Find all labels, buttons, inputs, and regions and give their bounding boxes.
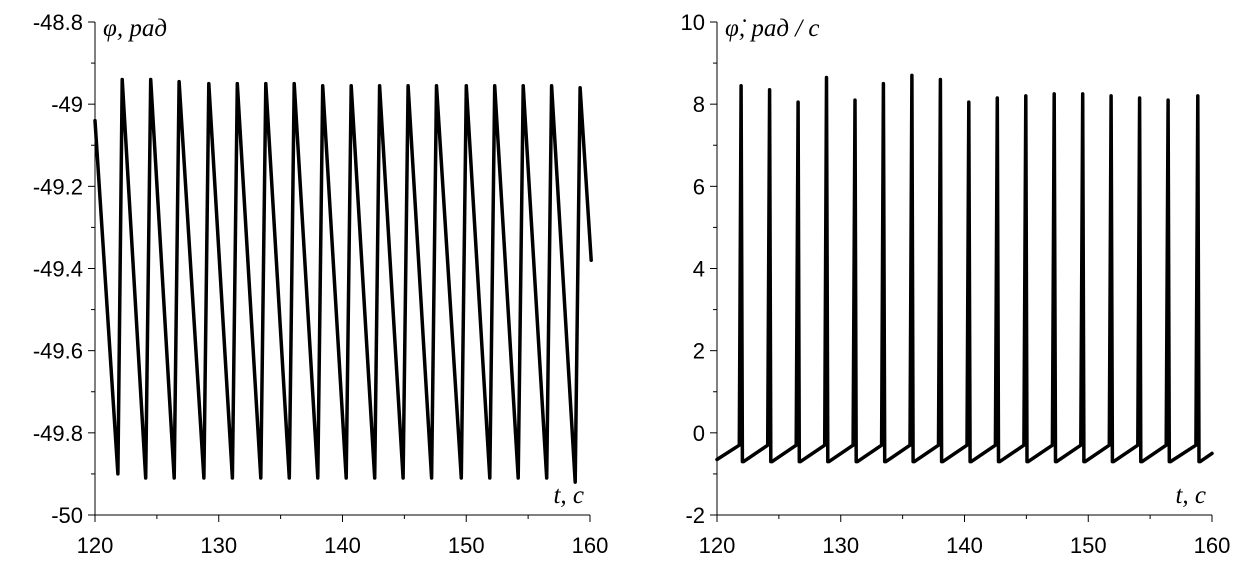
x-tick-label: 130: [200, 533, 237, 558]
y-tick-label: 4: [693, 257, 705, 282]
y-tick-label: -49.6: [33, 339, 83, 364]
x-tick-label: 160: [572, 533, 609, 558]
series-line-1: [715, 73, 1214, 464]
y-tick-label: -49.2: [33, 174, 83, 199]
x-axis-label: t, c: [553, 482, 584, 509]
y-tick-label: -49.8: [33, 421, 83, 446]
x-tick-label: 150: [448, 533, 485, 558]
x-tick-label: 130: [822, 533, 859, 558]
chart-1: -50 -49.8 -49.6 -49.4 -49.2 -49 -48.8 120 130 140…: [33, 10, 609, 558]
y-tick-label: 2: [693, 339, 705, 364]
x-tick-label: 120: [699, 533, 736, 558]
y-tick-label: -2: [685, 503, 705, 528]
y-tick-label: 8: [693, 92, 705, 117]
y-tick-label: 6: [693, 174, 705, 199]
x-axis-label: t, c: [1175, 482, 1206, 509]
x-tick-label: 140: [324, 533, 361, 558]
y-axis-label: φ, рад: [103, 15, 167, 42]
y-axis-label: φ̇, рад / с: [725, 15, 820, 42]
y-tick-label: -49: [51, 92, 83, 117]
y-tick-label: -48.8: [33, 10, 83, 35]
x-tick-label: 140: [946, 533, 983, 558]
x-tick-label: 120: [77, 533, 114, 558]
y-tick-label: 0: [693, 421, 705, 446]
chart-2: -2 0 2 4 6 8 10 120 130 140 150 160 φ̇, рад / с t, c: [681, 10, 1231, 558]
y-tick-label: -50: [51, 503, 83, 528]
y-tick-label: 10: [681, 10, 705, 35]
y-tick-label: -49.4: [33, 257, 83, 282]
series-line-1: [93, 77, 593, 484]
x-tick-label: 150: [1070, 533, 1107, 558]
x-tick-label: 160: [1194, 533, 1231, 558]
